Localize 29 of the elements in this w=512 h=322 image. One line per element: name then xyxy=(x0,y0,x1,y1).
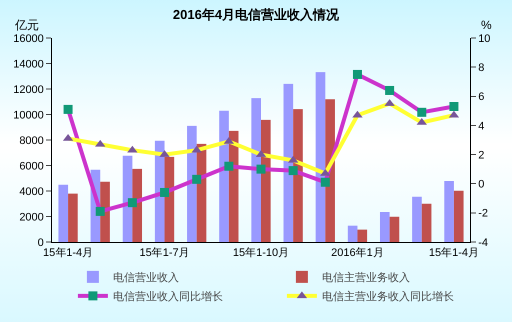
y2-tick-label: 2 xyxy=(478,149,484,162)
y-tick-label: 12000 xyxy=(13,84,44,96)
y-tick-label: 8000 xyxy=(19,134,44,147)
y-tick-label: 10000 xyxy=(13,109,44,122)
chart-title: 2016年4月电信营业收入情况 xyxy=(172,6,340,22)
x-tick-label: 15年1-4月 xyxy=(43,247,94,260)
y2-tick-label: 4 xyxy=(478,120,484,132)
y-tick-label: 2000 xyxy=(19,211,44,224)
x-tick-label: 15年1-4月 xyxy=(428,247,479,260)
y2-axis-title: % xyxy=(481,18,492,32)
y-tick-label: 4000 xyxy=(19,186,44,198)
legend-label: 电信营业收入同比增长 xyxy=(112,290,223,304)
legend-label: 电信营业收入 xyxy=(112,271,179,284)
y2-tick-label: 8 xyxy=(478,62,484,74)
x-tick-label: 15年1-7月 xyxy=(139,247,190,260)
legend-label: 电信主营业务收入同比增长 xyxy=(322,290,454,304)
y2-tick-label: 10 xyxy=(478,32,490,45)
y-tick-label: 16000 xyxy=(13,32,44,45)
x-tick-label: 2016年1月 xyxy=(331,247,384,260)
y-tick-label: 6000 xyxy=(19,160,44,172)
y-axis-title: 亿元 xyxy=(14,18,39,32)
x-tick-label: 15年1-10月 xyxy=(232,247,290,260)
legend-label: 电信主营业务收入 xyxy=(322,271,410,284)
y-tick-label: 14000 xyxy=(13,58,44,70)
y2-tick-label: 6 xyxy=(478,91,484,104)
y2-tick-label: -4 xyxy=(478,236,488,249)
y2-tick-label: -2 xyxy=(478,208,488,220)
y2-tick-label: 0 xyxy=(478,178,484,191)
y-tick-label: 0 xyxy=(38,236,44,249)
